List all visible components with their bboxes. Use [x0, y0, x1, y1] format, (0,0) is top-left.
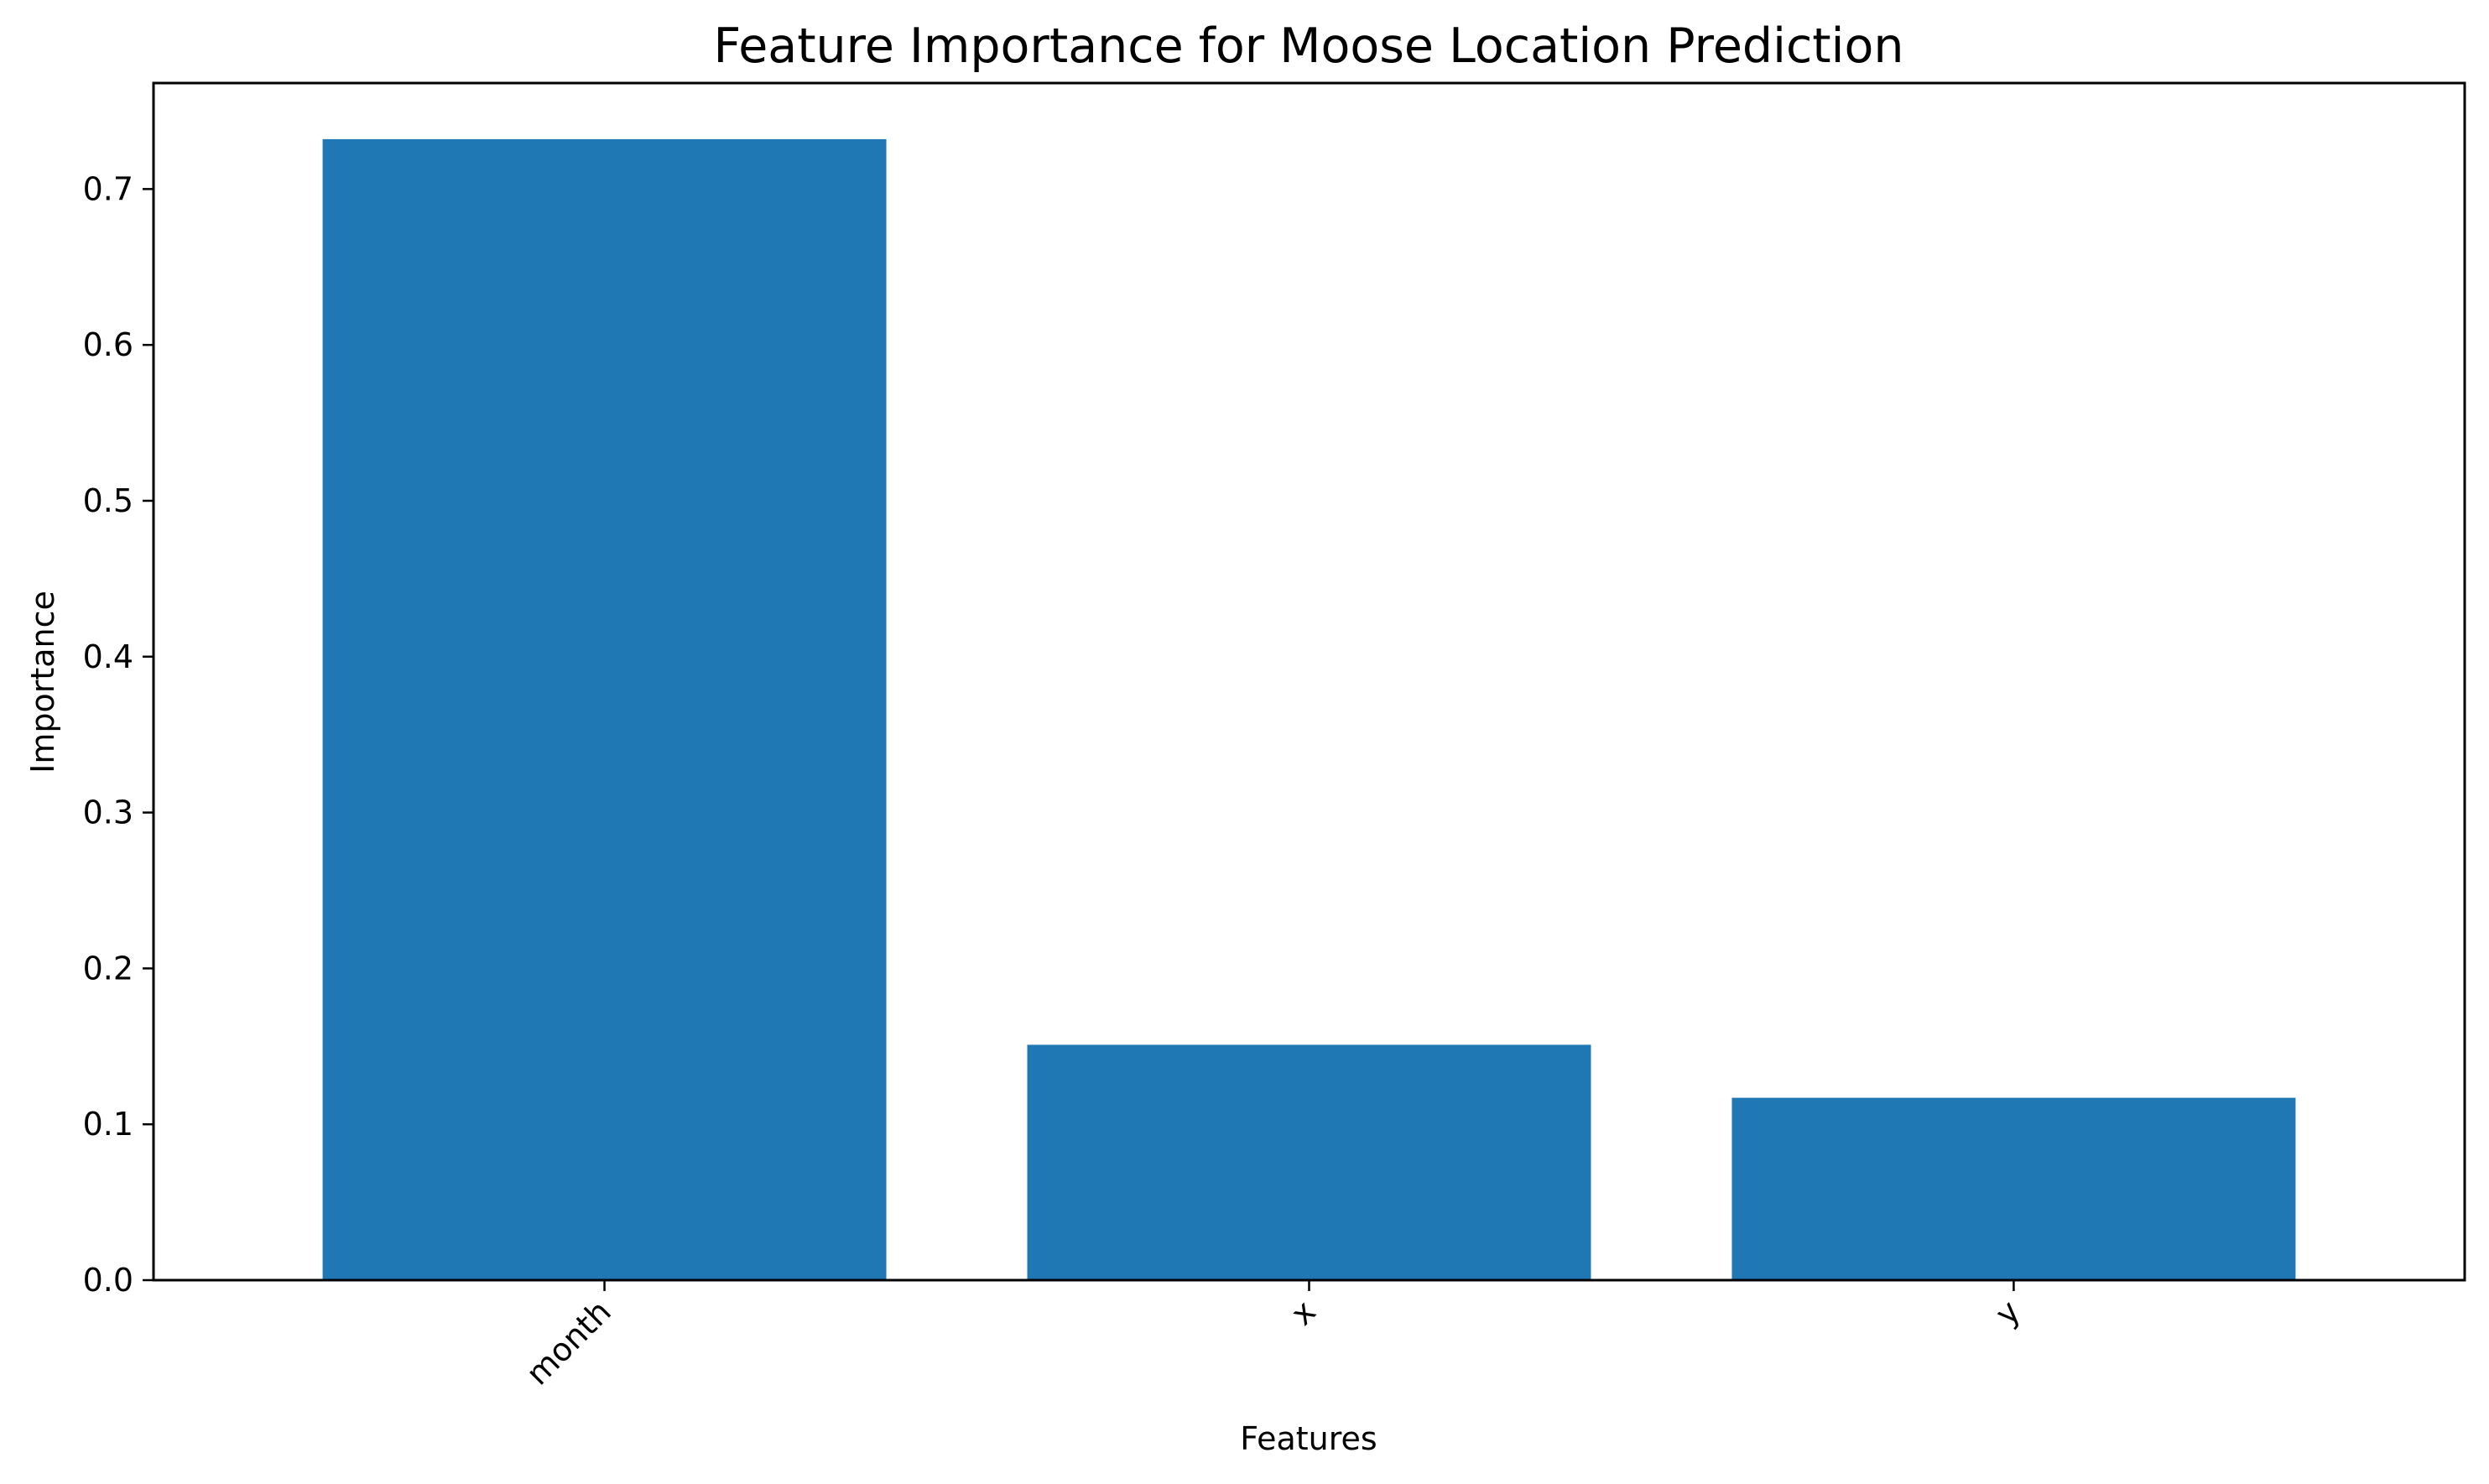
y-tick-label: 0.5 — [83, 482, 133, 519]
chart-title: Feature Importance for Moose Location Pr… — [714, 18, 1904, 74]
bar-month — [322, 138, 887, 1280]
x-axis-label: Features — [1240, 1420, 1377, 1457]
y-tick-label: 0.7 — [83, 170, 133, 207]
bar-x — [1027, 1044, 1591, 1280]
y-tick-label: 0.0 — [83, 1262, 133, 1299]
bar-y — [1731, 1097, 2296, 1280]
y-tick-label: 0.6 — [83, 326, 133, 363]
y-tick-label: 0.3 — [83, 794, 133, 831]
plot-area-frame — [152, 81, 2466, 1282]
y-tick-label: 0.2 — [83, 950, 133, 987]
y-tick-label: 0.1 — [83, 1106, 133, 1143]
y-tick-label: 0.4 — [83, 638, 133, 675]
y-axis-label: Importance — [24, 591, 61, 773]
y-axis-ticks: 0.0 0.1 0.2 0.3 0.4 0.5 0.6 0.7 — [83, 170, 154, 1299]
bars-layer — [322, 138, 2296, 1280]
